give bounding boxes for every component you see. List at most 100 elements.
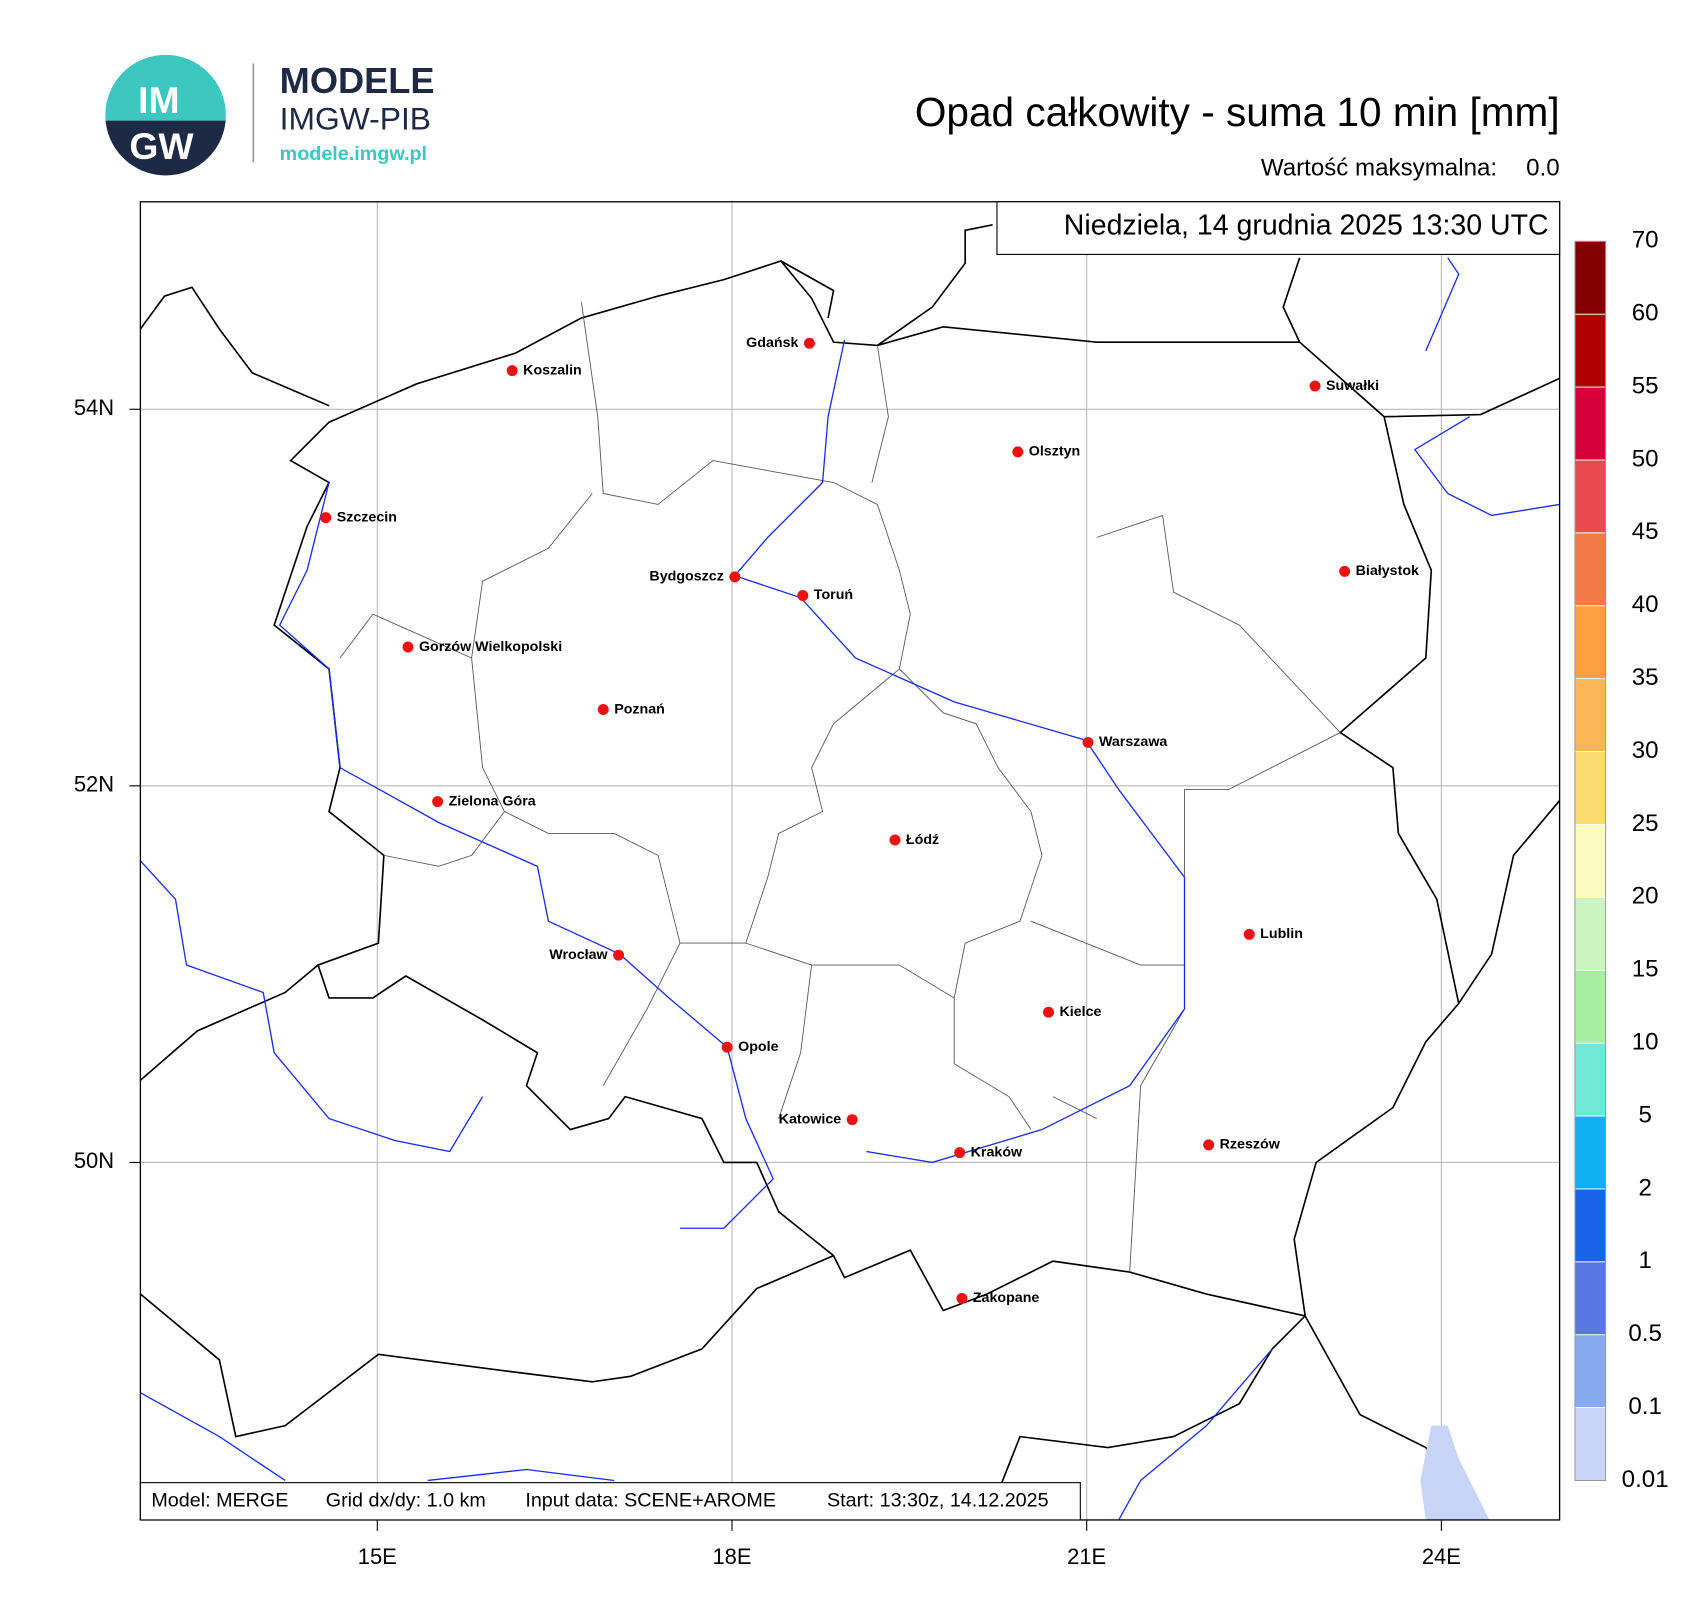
max-label: Wartość maksymalna: bbox=[1261, 154, 1497, 181]
colorbar-swatch bbox=[1574, 1115, 1607, 1190]
city-dot bbox=[954, 1147, 966, 1159]
footer: Model: MERGE Grid dx/dy: 1.0 km Input data… bbox=[151, 1490, 1048, 1512]
colorbar-label: 60 bbox=[1632, 300, 1659, 327]
coast bbox=[140, 224, 1560, 418]
colorbar-swatch bbox=[1574, 313, 1607, 388]
colorbar-swatch bbox=[1574, 605, 1607, 680]
colorbar-label: 30 bbox=[1632, 737, 1659, 764]
colorbar-swatch bbox=[1574, 240, 1607, 315]
colorbar-label: 20 bbox=[1632, 883, 1659, 910]
precip-patch bbox=[1420, 1425, 1490, 1520]
city-dot bbox=[1043, 1006, 1054, 1018]
cities: Koszalin Gdańsk Suwałki Olsztyn Szczecin Bydg… bbox=[320, 335, 1419, 1306]
x-tick-label: 15E bbox=[358, 1544, 397, 1569]
colorbar-swatch bbox=[1574, 969, 1607, 1044]
city-label: Lublin bbox=[1260, 926, 1303, 942]
city-dot bbox=[613, 949, 625, 961]
neighbour-borders bbox=[140, 800, 1560, 1520]
colorbar-label: 25 bbox=[1632, 810, 1659, 837]
city-dot bbox=[1012, 446, 1024, 458]
y-tick-label: 54N bbox=[74, 395, 114, 420]
city-label: Katowice bbox=[779, 1111, 842, 1127]
city-dot bbox=[797, 589, 809, 601]
colorbar-label: 15 bbox=[1632, 956, 1659, 983]
city-dot bbox=[846, 1114, 858, 1126]
date: Niedziela, 14 grudnia 2025 13:30 UTC bbox=[1064, 210, 1549, 242]
colorbar-swatch bbox=[1574, 532, 1607, 607]
city-label: Białystok bbox=[1356, 563, 1419, 579]
city-label: Opole bbox=[738, 1039, 778, 1055]
city-label: Gorzów Wielkopolski bbox=[419, 639, 562, 655]
colorbar-label: 2 bbox=[1638, 1174, 1651, 1201]
colorbar-label: 10 bbox=[1632, 1028, 1659, 1055]
vistula bbox=[733, 339, 1186, 1164]
admin-borders bbox=[339, 301, 1341, 1273]
city-label: Bydgoszcz bbox=[649, 569, 723, 585]
colorbar-label: 0.01 bbox=[1622, 1466, 1669, 1493]
city-label: Warszawa bbox=[1099, 734, 1168, 750]
colorbar-swatch bbox=[1574, 1188, 1607, 1263]
plot-frame bbox=[139, 201, 1561, 1521]
colorbar-frame bbox=[1574, 240, 1607, 1481]
city-label: Kielce bbox=[1059, 1004, 1101, 1020]
city-label: Zielona Góra bbox=[449, 793, 537, 809]
city-dot bbox=[320, 512, 332, 524]
footer-item: Input data: SCENE+AROME bbox=[525, 1490, 776, 1512]
x-tick-label: 18E bbox=[712, 1544, 751, 1569]
colorbar-label: 70 bbox=[1632, 227, 1659, 254]
colorbar-label: 1 bbox=[1638, 1247, 1651, 1274]
city-label: Koszalin bbox=[523, 362, 582, 378]
colorbar-label: 5 bbox=[1638, 1101, 1651, 1128]
city-label: Toruń bbox=[814, 587, 853, 603]
colorbar-label: 55 bbox=[1632, 372, 1659, 399]
city-dot bbox=[1082, 736, 1094, 748]
city-dot bbox=[889, 834, 901, 846]
city-dot bbox=[597, 704, 609, 716]
city-dot bbox=[1243, 928, 1255, 940]
footer-box bbox=[139, 1482, 1081, 1521]
colorbar-label: 0.5 bbox=[1628, 1320, 1662, 1347]
colorbar-swatch bbox=[1574, 1407, 1607, 1481]
colorbar-swatch bbox=[1574, 1042, 1607, 1117]
city-label: Wrocław bbox=[549, 947, 608, 963]
city-label: Kraków bbox=[971, 1144, 1023, 1160]
colorbar-label: 45 bbox=[1632, 518, 1659, 545]
colorbar-label: 35 bbox=[1632, 664, 1659, 691]
colorbar-swatch bbox=[1574, 1334, 1607, 1409]
poland-border bbox=[273, 260, 1460, 1318]
date-box bbox=[996, 201, 1561, 255]
axes: 15E 18E 21E 24E 50N 52N 54N bbox=[74, 395, 1461, 1569]
footer-item: Model: MERGE bbox=[151, 1490, 288, 1512]
logo: IM GW MODELE IMGW-PIB modele.imgw.pl bbox=[105, 54, 434, 176]
city-dot bbox=[803, 337, 815, 349]
colorbar-label: 40 bbox=[1632, 591, 1659, 618]
city-label: Olsztyn bbox=[1029, 444, 1080, 460]
footer-item: Start: 13:30z, 14.12.2025 bbox=[827, 1490, 1049, 1512]
city-label: Gdańsk bbox=[746, 335, 798, 351]
colorbar-label: 0.1 bbox=[1628, 1393, 1662, 1420]
x-tick-label: 21E bbox=[1067, 1544, 1106, 1569]
colorbar-swatch bbox=[1574, 823, 1607, 898]
title: Opad całkowity - suma 10 min [mm] bbox=[915, 89, 1560, 135]
city-label: Suwałki bbox=[1326, 378, 1379, 394]
colorbar-swatch bbox=[1574, 459, 1607, 534]
city-label: Łódź bbox=[906, 832, 939, 848]
logo-mark-bottom: GW bbox=[129, 125, 194, 167]
city-dot bbox=[1203, 1139, 1215, 1151]
city-label: Rzeszów bbox=[1220, 1137, 1281, 1153]
map-lines bbox=[140, 224, 1560, 1520]
y-tick-label: 52N bbox=[74, 772, 114, 797]
city-dot bbox=[506, 365, 518, 377]
colorbar-swatch bbox=[1574, 386, 1607, 461]
rivers bbox=[140, 257, 1560, 1520]
colorbar-swatch bbox=[1574, 751, 1607, 825]
city-label: Poznań bbox=[614, 701, 665, 717]
colorbar-swatch bbox=[1574, 678, 1607, 752]
colorbar-swatch bbox=[1574, 1261, 1607, 1336]
logo-org: IMGW-PIB bbox=[280, 100, 431, 136]
grid bbox=[140, 201, 1560, 1520]
city-dot bbox=[721, 1041, 733, 1053]
